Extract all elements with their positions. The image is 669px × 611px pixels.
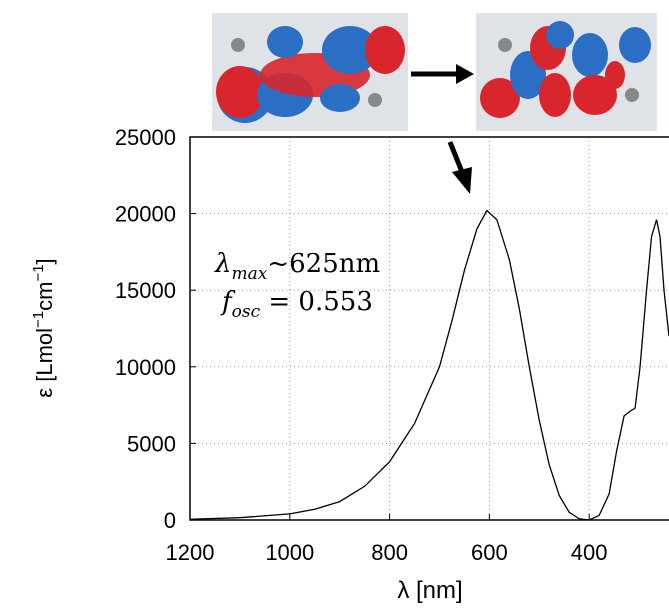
label-superscript: −1 — [30, 311, 47, 328]
plot-area: 0 5000 10000 15000 20000 25000 1200 1000 800 600 4… — [115, 125, 669, 565]
x-tick-label: 800 — [371, 540, 408, 565]
x-tick-label: 1000 — [265, 540, 314, 565]
spectrum-line — [190, 211, 669, 520]
subscript: max — [231, 264, 267, 284]
label-part: cm — [32, 282, 57, 311]
annotation-text: fosc = 0.553 — [220, 287, 373, 322]
symbol: λ — [214, 249, 231, 279]
orbital-image-homo — [212, 13, 408, 131]
y-tick-label: 15000 — [115, 278, 176, 303]
subscript: osc — [232, 302, 261, 322]
annotation-text: λmax~625nm — [214, 249, 380, 284]
y-tick-label: 0 — [164, 508, 176, 533]
label-part: ] — [32, 258, 57, 264]
x-tick-label: 600 — [471, 540, 508, 565]
plot-frame — [190, 137, 669, 520]
y-tick-label: 20000 — [115, 202, 176, 227]
transition-arrow — [411, 64, 474, 84]
label-part: ε [Lmol — [32, 328, 57, 398]
chart: 0 5000 10000 15000 20000 25000 1200 1000 800 600 4… — [0, 0, 669, 611]
x-tick-label: 400 — [571, 540, 608, 565]
annotation-value: ~625nm — [267, 249, 380, 279]
y-tick-label: 25000 — [115, 125, 176, 150]
x-tick-label: 1200 — [166, 540, 215, 565]
y-tick-label: 5000 — [127, 431, 176, 456]
label-superscript: −1 — [30, 264, 47, 281]
annotation-value: = 0.553 — [260, 287, 373, 317]
y-tick-label: 10000 — [115, 355, 176, 380]
y-axis-label: ε [Lmol−1cm−1] — [30, 258, 57, 397]
x-axis-label: λ [nm] — [397, 577, 462, 604]
orbital-image-lumo — [476, 13, 657, 131]
annotation: λmax~625nm fosc = 0.553 — [214, 249, 380, 322]
peak-arrow — [450, 142, 472, 194]
